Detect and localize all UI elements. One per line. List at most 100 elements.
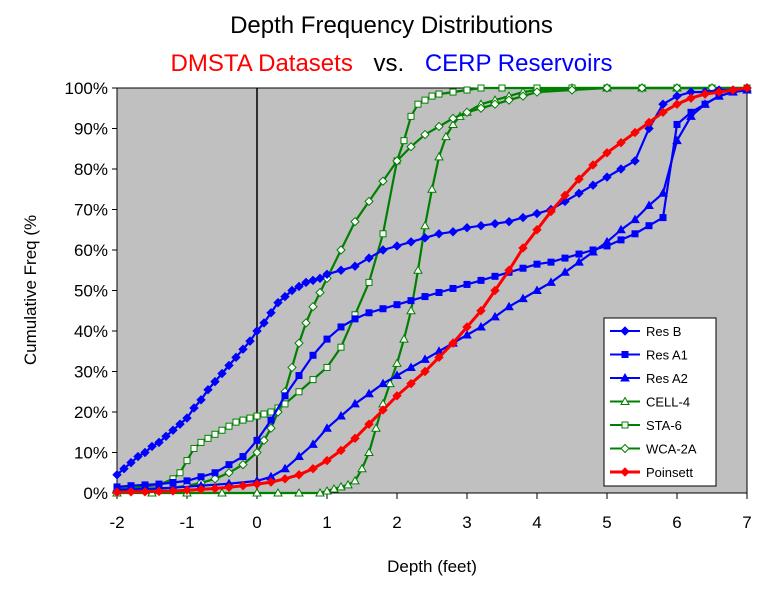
data-point	[434, 229, 444, 239]
data-point	[196, 395, 206, 405]
series-line	[117, 86, 747, 495]
data-point	[462, 330, 472, 339]
data-point	[295, 372, 303, 380]
data-point	[504, 265, 514, 275]
data-point	[267, 408, 275, 416]
data-point	[350, 216, 360, 227]
data-point	[434, 151, 444, 161]
data-point	[224, 482, 234, 493]
data-point	[308, 275, 318, 286]
data-point	[378, 176, 388, 186]
data-point	[183, 457, 191, 465]
data-point	[231, 352, 241, 363]
data-point	[210, 474, 220, 484]
data-point	[315, 273, 325, 284]
data-point	[253, 412, 261, 420]
y-tick-label: 60%	[74, 241, 108, 260]
y-tick-label: 80%	[74, 160, 108, 179]
series-poinsett	[112, 83, 752, 497]
data-point	[575, 250, 583, 258]
data-point	[519, 264, 527, 272]
data-point	[364, 388, 374, 398]
data-point	[336, 245, 346, 255]
data-point	[266, 477, 276, 487]
data-point	[476, 306, 486, 316]
data-point	[294, 470, 304, 480]
data-point	[126, 487, 136, 497]
legend-entry-label: Res A1	[646, 348, 688, 363]
data-point	[203, 385, 213, 395]
data-point	[414, 100, 422, 108]
data-point	[434, 352, 444, 363]
data-point	[343, 479, 353, 489]
data-point	[448, 338, 458, 348]
data-point	[154, 486, 164, 497]
data-point	[392, 358, 402, 367]
data-point	[393, 301, 401, 309]
data-point	[477, 84, 485, 92]
data-point	[532, 87, 542, 97]
data-point	[365, 278, 373, 286]
data-point	[287, 362, 297, 373]
data-point	[336, 265, 346, 275]
data-point	[498, 84, 506, 92]
data-point	[630, 156, 640, 166]
data-point	[154, 437, 164, 448]
data-point	[420, 220, 430, 230]
legend-entry-label: CELL-4	[646, 395, 690, 410]
series-res-a2	[112, 85, 752, 494]
data-point	[287, 285, 297, 296]
data-point	[350, 433, 360, 444]
data-point	[574, 188, 584, 199]
data-point	[350, 398, 360, 408]
data-point	[631, 230, 639, 238]
y-tick-label: 20%	[74, 403, 108, 422]
data-point	[406, 142, 416, 152]
data-point	[602, 83, 612, 93]
data-point	[428, 92, 436, 100]
chart-title: Depth Frequency Distributions	[230, 12, 553, 39]
data-point	[700, 89, 710, 99]
data-point	[672, 99, 682, 109]
data-point	[246, 414, 254, 422]
data-point	[238, 344, 248, 354]
data-point	[225, 422, 233, 430]
data-point	[357, 463, 367, 473]
subtitle-right: CERP Reservoirs	[424, 50, 613, 77]
y-tick-label: 70%	[74, 201, 108, 220]
series-line	[116, 88, 748, 488]
x-tick-label: 0	[252, 513, 261, 532]
data-point	[175, 419, 185, 429]
data-point	[714, 87, 724, 97]
data-point	[518, 293, 528, 303]
y-tick-label: 50%	[74, 282, 108, 301]
data-point	[364, 447, 374, 456]
data-point	[560, 267, 570, 276]
legend-entry-label: STA-6	[646, 418, 682, 433]
data-point	[301, 277, 311, 288]
data-point	[407, 112, 415, 120]
data-point	[224, 360, 234, 371]
data-point	[630, 127, 640, 138]
data-point	[490, 285, 500, 296]
data-point	[413, 265, 423, 274]
legend-swatch-marker	[621, 351, 629, 358]
data-point	[155, 480, 163, 488]
data-point	[371, 423, 381, 432]
data-point	[420, 354, 430, 363]
data-point	[462, 223, 472, 233]
data-point	[182, 485, 192, 495]
data-point	[182, 413, 192, 423]
data-point	[315, 287, 325, 298]
data-point	[322, 423, 332, 432]
data-point	[379, 305, 387, 313]
data-point	[421, 96, 429, 104]
data-point	[602, 236, 612, 246]
x-tick-label: -1	[179, 513, 194, 532]
series-line	[116, 86, 748, 494]
data-point	[308, 439, 318, 448]
data-point	[518, 91, 528, 101]
data-point	[259, 318, 269, 328]
data-point	[406, 305, 416, 315]
data-point	[273, 487, 283, 497]
